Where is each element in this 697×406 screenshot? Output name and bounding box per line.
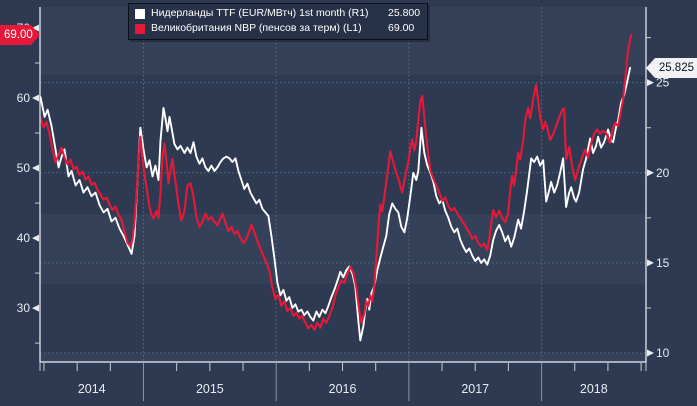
background-band [40,214,646,284]
legend-value-ttf: 25.800 [388,7,421,19]
year-label[interactable]: 2017 [461,382,489,396]
left-axis-major-tick [32,304,39,312]
left-axis-major-tick [32,94,39,102]
legend-swatch-nbp [135,23,145,34]
right-axis-label[interactable]: 20 [656,166,670,180]
left-axis-major-tick [32,164,39,172]
left-axis-major-tick [32,234,39,242]
right-axis-label[interactable]: 25 [656,76,670,90]
series-line-nbp[interactable] [39,33,633,331]
left-axis-label[interactable]: 60 [17,91,31,105]
legend-item-nbp[interactable]: Великобритания NBP (пенсов за терм) (L1)… [135,22,420,35]
right-axis-major-tick [647,79,654,87]
legend-item-ttf[interactable]: Нидерланды TTF (EUR/МВтч) 1st month (R1)… [135,7,420,20]
legend-swatch-ttf [135,8,145,19]
last-price-tag-ttf: 25.825 [646,58,697,78]
right-axis-major-tick [647,349,654,357]
right-axis-label[interactable]: 15 [656,256,670,270]
series-line-ttf[interactable] [39,66,632,342]
left-axis-label[interactable]: 50 [17,161,31,175]
right-axis-label[interactable]: 10 [656,346,670,360]
left-axis-major-tick [32,24,39,32]
left-axis-label[interactable]: 30 [17,301,31,315]
year-label[interactable]: 2016 [329,382,357,396]
legend-label-nbp: Великобритания NBP (пенсов за терм) (L1) [151,22,362,34]
year-label[interactable]: 2018 [580,382,608,396]
last-price-tag-nbp: 69.00 [0,25,40,45]
legend-value-nbp: 69.00 [388,22,415,34]
right-axis-major-tick [647,259,654,267]
right-axis-major-tick [647,169,654,177]
left-axis-label[interactable]: 40 [17,231,31,245]
year-label[interactable]: 2014 [78,382,106,396]
legend-label-ttf: Нидерланды TTF (EUR/МВтч) 1st month (R1) [151,7,369,19]
year-label[interactable]: 2015 [196,382,224,396]
legend: Нидерланды TTF (EUR/МВтч) 1st month (R1)… [128,3,429,40]
background-band [40,353,646,362]
